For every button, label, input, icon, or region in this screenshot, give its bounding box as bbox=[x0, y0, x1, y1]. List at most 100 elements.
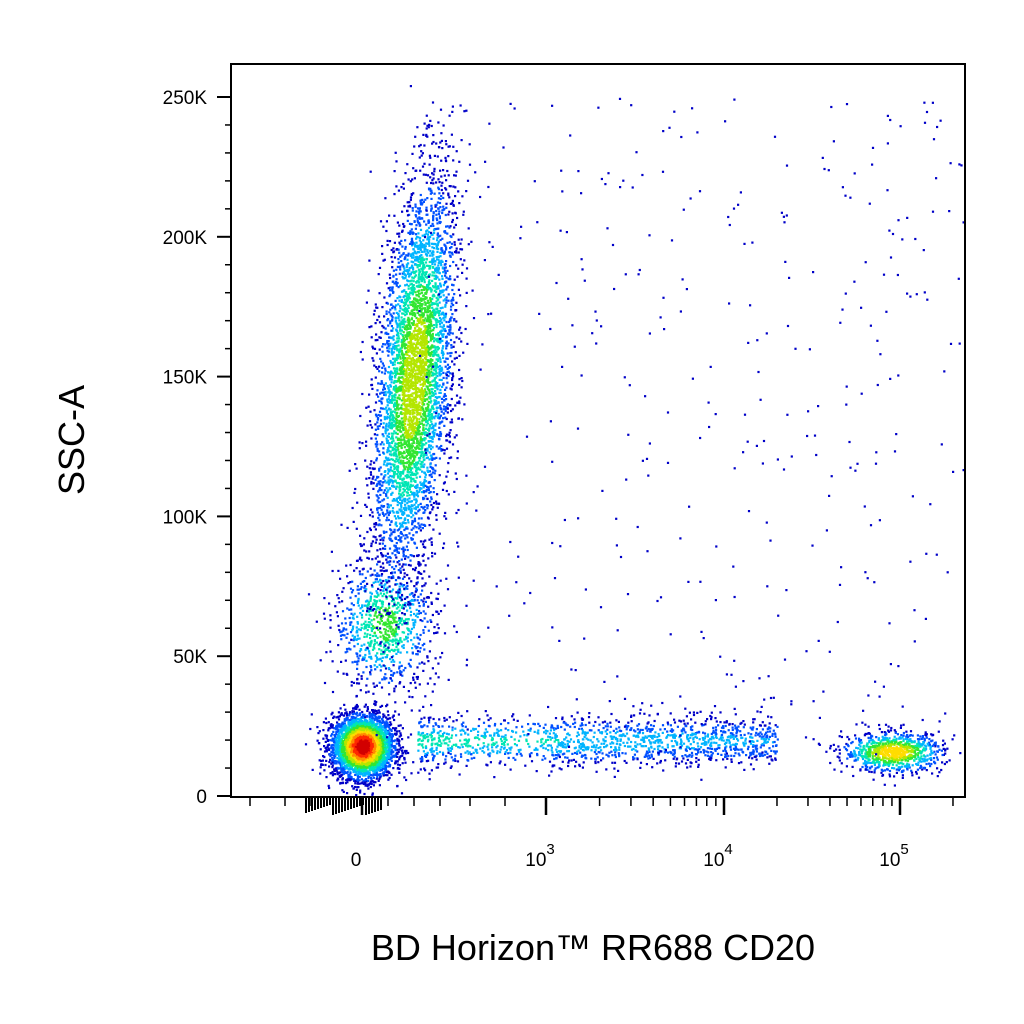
event-dot bbox=[409, 564, 412, 567]
event-dot bbox=[380, 747, 383, 750]
event-dot bbox=[341, 756, 344, 759]
event-dot bbox=[399, 670, 402, 673]
event-dot bbox=[356, 781, 360, 784]
event-dot bbox=[358, 779, 361, 782]
event-dot bbox=[409, 682, 412, 685]
event-dot bbox=[391, 716, 394, 719]
event-dot bbox=[377, 766, 380, 769]
event-dot bbox=[376, 652, 379, 655]
event-dot bbox=[368, 745, 371, 748]
event-dot bbox=[430, 371, 433, 374]
event-dot bbox=[421, 577, 424, 580]
event-dot bbox=[398, 563, 401, 566]
event-dot bbox=[384, 656, 387, 659]
event-dot bbox=[382, 621, 385, 624]
event-dot bbox=[374, 714, 377, 717]
event-dot bbox=[351, 734, 354, 737]
event-dot bbox=[329, 626, 332, 629]
event-dot bbox=[397, 627, 400, 630]
event-dot bbox=[401, 645, 404, 648]
event-dot bbox=[433, 632, 436, 635]
event-dot bbox=[329, 755, 332, 758]
event-dot bbox=[373, 770, 376, 773]
event-dot bbox=[341, 633, 344, 637]
event-dot bbox=[390, 610, 393, 613]
event-dot bbox=[325, 748, 328, 751]
event-dot bbox=[408, 695, 411, 698]
event-dot bbox=[343, 732, 346, 736]
event-dot bbox=[410, 580, 413, 583]
event-dot bbox=[355, 761, 358, 764]
event-dot bbox=[331, 743, 334, 747]
event-dot bbox=[327, 784, 330, 787]
event-dot bbox=[357, 758, 360, 761]
event-dot bbox=[369, 731, 372, 734]
event-dot bbox=[339, 754, 342, 757]
event-dot bbox=[357, 736, 360, 739]
event-dot bbox=[399, 732, 402, 735]
event-dot bbox=[421, 661, 424, 664]
event-dot bbox=[397, 648, 400, 651]
event-dot bbox=[361, 781, 364, 784]
event-dot bbox=[379, 732, 382, 735]
event-dot bbox=[396, 739, 399, 742]
event-dot bbox=[402, 619, 406, 622]
event-dot bbox=[341, 743, 344, 746]
event-dot bbox=[343, 722, 346, 725]
event-dot bbox=[332, 716, 335, 719]
event-dot bbox=[336, 779, 339, 782]
event-dot bbox=[415, 653, 418, 656]
event-dot bbox=[330, 723, 333, 726]
event-dot bbox=[384, 631, 387, 634]
event-dot bbox=[325, 737, 328, 740]
event-dot bbox=[351, 616, 354, 620]
event-dot bbox=[368, 726, 371, 729]
event-dot bbox=[391, 658, 395, 662]
event-dot bbox=[363, 752, 366, 755]
event-dot bbox=[360, 623, 363, 626]
event-dot bbox=[369, 747, 372, 750]
event-dot bbox=[379, 705, 382, 708]
event-dot bbox=[354, 717, 357, 720]
event-dot bbox=[343, 755, 346, 758]
event-dot bbox=[375, 575, 379, 578]
event-dot bbox=[343, 727, 347, 731]
event-dot bbox=[378, 681, 381, 684]
event-dot bbox=[367, 741, 370, 745]
event-dot bbox=[441, 209, 444, 212]
event-dot bbox=[445, 577, 448, 580]
event-dot bbox=[387, 667, 390, 670]
event-dot bbox=[378, 720, 381, 723]
event-dot bbox=[339, 774, 342, 777]
event-dot bbox=[357, 720, 360, 723]
event-dot bbox=[413, 396, 416, 399]
event-dot bbox=[385, 597, 388, 600]
event-dot bbox=[347, 647, 351, 650]
event-dot bbox=[411, 209, 414, 212]
event-dot bbox=[458, 202, 461, 205]
event-dot bbox=[341, 757, 345, 760]
event-dot bbox=[352, 724, 355, 727]
event-dot bbox=[348, 773, 351, 776]
event-dot bbox=[376, 763, 379, 766]
event-dot bbox=[358, 558, 361, 561]
event-dot bbox=[336, 756, 339, 760]
event-dot bbox=[358, 727, 361, 730]
event-dot bbox=[404, 761, 407, 764]
event-dot bbox=[351, 710, 354, 713]
event-dot bbox=[356, 786, 359, 789]
event-dot bbox=[436, 250, 439, 253]
event-dot bbox=[393, 611, 396, 614]
event-dot bbox=[334, 743, 337, 746]
event-dot bbox=[354, 759, 358, 762]
event-dot bbox=[354, 757, 357, 760]
event-dot bbox=[394, 638, 397, 641]
event-dot bbox=[320, 763, 323, 766]
event-dot bbox=[387, 714, 390, 717]
event-dot bbox=[324, 746, 327, 749]
event-dot bbox=[359, 582, 362, 585]
event-dot bbox=[357, 600, 360, 603]
event-dot bbox=[380, 758, 383, 761]
event-dot bbox=[373, 700, 376, 703]
event-dot bbox=[369, 673, 372, 676]
